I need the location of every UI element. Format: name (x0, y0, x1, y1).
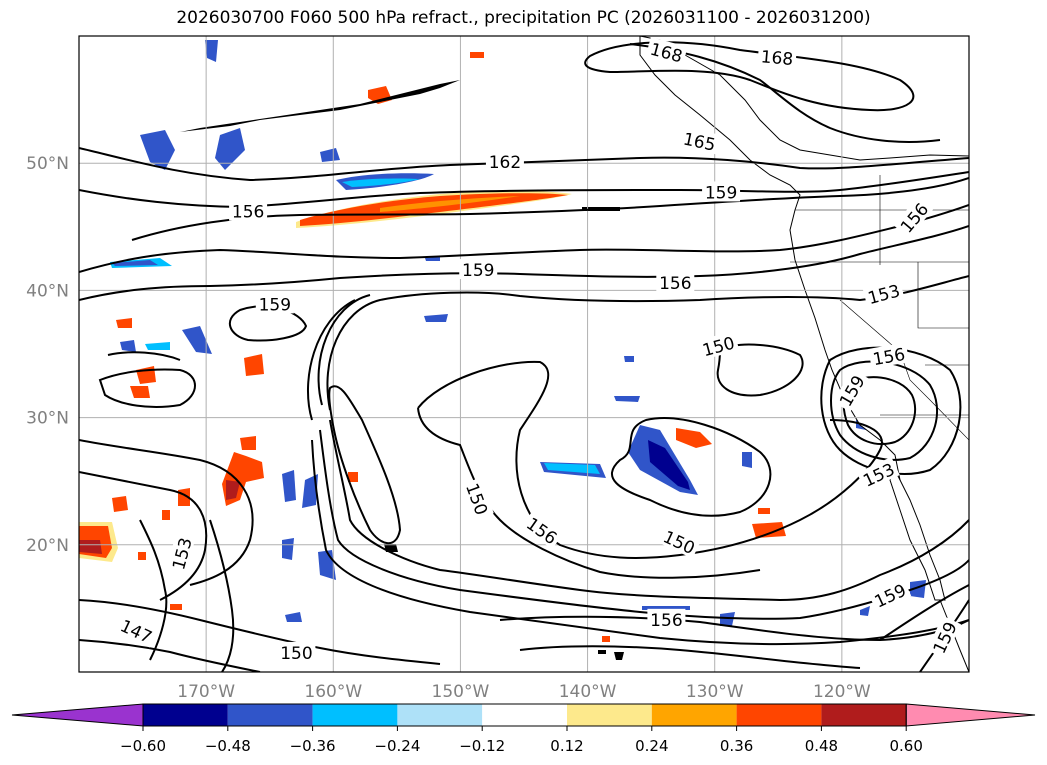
contour-label-bg (462, 477, 494, 520)
lon-tick-label: 150°W (432, 682, 490, 702)
contour-label: 159 (459, 259, 498, 281)
contour-label-text: 159 (259, 295, 291, 315)
contour-label: 168 (757, 45, 797, 70)
longitude-labels: 170°W 160°W 150°W 140°W 130°W 120°W (177, 682, 871, 702)
colorbar-box (143, 704, 228, 726)
lat-tick-label: 50°N (26, 154, 69, 174)
contour-label: 159 (255, 293, 294, 315)
lon-tick-label: 170°W (177, 682, 235, 702)
colorbar-box (312, 704, 398, 726)
contour-label-text: 150 (280, 644, 312, 664)
contour-label-bg (862, 278, 905, 308)
colorbar-tick-label: −0.24 (374, 737, 420, 755)
latitude-labels: 50°N 40°N 30°N 20°N (26, 154, 69, 556)
border-layer (790, 175, 969, 441)
page-title: 2026030700 F060 500 hPa refract., precip… (176, 8, 871, 28)
colorbar-outline (142, 703, 907, 727)
contour-label-bg (658, 524, 701, 559)
contour-label-bg (647, 608, 686, 629)
colorbar-tick-label: 0.60 (889, 737, 922, 755)
contour-label-bg (656, 271, 695, 292)
contour-label-bg (485, 150, 524, 171)
contour-label-text: 156 (232, 203, 264, 223)
lon-tick-label: 160°W (304, 682, 362, 702)
contour-label-bg (868, 342, 910, 369)
contour-label-bg (893, 196, 934, 239)
contour-label-bg (757, 45, 797, 69)
lon-tick-label: 130°W (686, 682, 744, 702)
contour-label-bg (521, 510, 564, 550)
contour-label-bg (229, 200, 268, 221)
colorbar-box (397, 704, 483, 726)
colorbar-tick-label: −0.12 (459, 737, 505, 755)
lon-tick-label: 120°W (813, 682, 871, 702)
map-frame (78, 35, 970, 673)
contour-label-bg (255, 293, 294, 314)
contour-label-bg (277, 641, 316, 662)
contour-label-bg (856, 456, 900, 492)
contour-label-bg (459, 259, 498, 280)
coastline-layer (639, 36, 969, 672)
colorbar-tick-label: 0.12 (550, 737, 583, 755)
colorbar-extend-low (11, 703, 144, 727)
colorbar-tick-label: 0.24 (635, 737, 668, 755)
colorbar-tick-label: 0.36 (720, 737, 753, 755)
contour-label: 162 (485, 150, 524, 173)
contour-label: 156 (647, 608, 686, 631)
colorbar-tick-label: −0.48 (205, 737, 251, 755)
contour-label-text: 168 (760, 47, 794, 70)
colorbar-box (227, 704, 313, 726)
contour-label-text: 159 (462, 261, 494, 281)
contour-label-bg (166, 532, 196, 575)
contour-label-bg (926, 615, 962, 659)
contour-label-text: 156 (659, 274, 691, 294)
lon-tick-label: 140°W (559, 682, 617, 702)
contour-label: 159 (702, 181, 741, 203)
colorbar-ticks: −0.60 −0.48 −0.36 −0.24 −0.12 0.12 0.24 0.36 0.4… (120, 726, 923, 755)
lat-tick-label: 30°N (26, 409, 69, 429)
contour-label-bg (679, 126, 721, 155)
contour-label-bg (645, 36, 688, 67)
colorbar-box (651, 704, 737, 726)
contour-label-text: 162 (489, 153, 521, 173)
contour-label-text: 159 (705, 183, 737, 203)
colorbar-extend-high (905, 703, 1036, 727)
colorbar-tick-label: −0.60 (120, 737, 166, 755)
contour-label-bg (833, 368, 870, 412)
colorbar-box (567, 704, 652, 726)
contour-label-text: 156 (650, 611, 682, 631)
colorbar-tick-label: −0.36 (290, 737, 336, 755)
height-contours (79, 41, 969, 672)
contour-label-bg (868, 577, 912, 612)
lat-tick-label: 20°N (26, 536, 69, 556)
contour-label: 156 (229, 200, 268, 223)
colorbar-box (736, 704, 822, 726)
lat-tick-label: 40°N (26, 281, 69, 301)
contour-label-bg (115, 613, 159, 648)
contour-label-bg (697, 330, 740, 360)
colorbar-box (821, 704, 907, 726)
contour-label-bg (702, 181, 741, 202)
contour-label: 156 (656, 271, 695, 294)
contour-label: 150 (277, 641, 316, 664)
colorbar-tick-label: 0.48 (805, 737, 838, 755)
colorbar-box (482, 704, 567, 726)
colorbar-boxes (11, 703, 1036, 727)
